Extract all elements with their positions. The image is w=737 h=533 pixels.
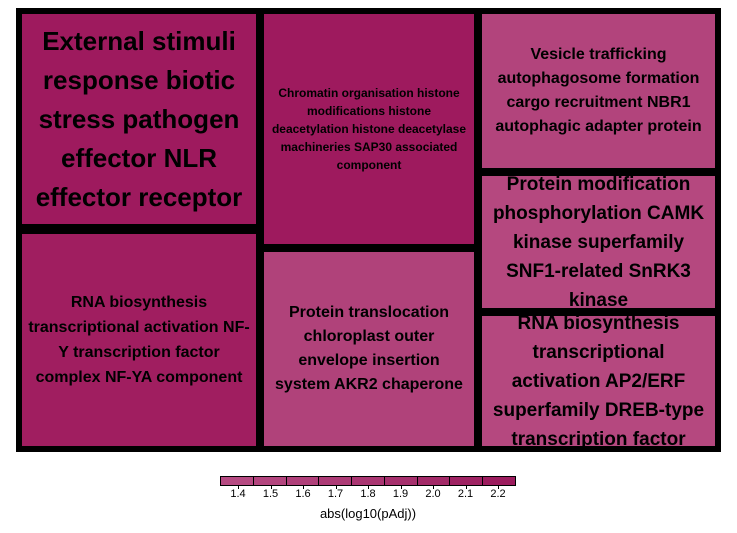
legend-tick-mark bbox=[270, 486, 272, 489]
tile-label: Chromatin organisation histone modificat… bbox=[271, 86, 467, 172]
tile-protein-translocation: Protein translocation chloroplast outer … bbox=[258, 246, 480, 452]
tile-label: RNA biosynthesis transcriptional activat… bbox=[492, 312, 705, 450]
tile-label: RNA biosynthesis transcriptional activat… bbox=[28, 294, 250, 386]
tile-label: Vesicle trafficking autophagosome format… bbox=[495, 46, 702, 135]
tile-chromatin: Chromatin organisation histone modificat… bbox=[258, 8, 480, 250]
legend-tick-label: 1.7 bbox=[327, 488, 344, 500]
legend-swatch bbox=[483, 477, 516, 485]
legend-swatch bbox=[384, 477, 418, 485]
legend-color-bar bbox=[220, 476, 516, 486]
legend-tick-mark bbox=[433, 486, 434, 489]
legend-tick-mark bbox=[400, 486, 402, 489]
legend-tick-label: 2.2 bbox=[490, 488, 506, 500]
legend-swatch bbox=[417, 477, 451, 485]
legend-tick-label: 2.1 bbox=[457, 488, 474, 500]
legend-tick-label: 1.8 bbox=[360, 488, 376, 500]
legend-tick-mark bbox=[465, 486, 467, 489]
legend-title: abs(log10(pAdj)) bbox=[319, 506, 417, 521]
tile-vesicle-trafficking: Vesicle trafficking autophagosome format… bbox=[476, 8, 721, 174]
legend-tick-label: 1.5 bbox=[262, 488, 279, 500]
legend-tick-mark bbox=[238, 486, 239, 489]
tile-protein-modification: Protein modification phosphorylation CAM… bbox=[476, 170, 721, 314]
tile-external-stimuli: External stimuli response biotic stress … bbox=[16, 8, 262, 230]
legend-tick-mark bbox=[303, 486, 304, 489]
tile-label: Protein modification phosphorylation CAM… bbox=[492, 173, 705, 311]
legend-tick-mark bbox=[368, 486, 369, 489]
tile-label: Protein translocation chloroplast outer … bbox=[275, 304, 463, 393]
legend-tick-mark bbox=[335, 486, 337, 489]
legend-swatch bbox=[253, 477, 287, 485]
legend-swatch bbox=[286, 477, 320, 485]
tile-rna-nfy: RNA biosynthesis transcriptional activat… bbox=[16, 228, 262, 452]
legend-tick-label: 1.6 bbox=[295, 488, 311, 500]
legend-tick-label: 1.4 bbox=[230, 488, 246, 500]
legend-swatch bbox=[450, 477, 484, 485]
tile-rna-ap2-erf: RNA biosynthesis transcriptional activat… bbox=[476, 310, 721, 452]
legend-tick-mark bbox=[498, 486, 499, 489]
legend-tick-label: 2.0 bbox=[425, 488, 441, 500]
legend-swatch bbox=[221, 477, 254, 485]
legend-tick-label: 1.9 bbox=[392, 488, 409, 500]
tile-label: External stimuli response biotic stress … bbox=[35, 25, 243, 212]
legend-swatch bbox=[352, 477, 385, 485]
treemap: External stimuli response biotic stress … bbox=[16, 8, 721, 452]
legend-swatch bbox=[319, 477, 353, 485]
